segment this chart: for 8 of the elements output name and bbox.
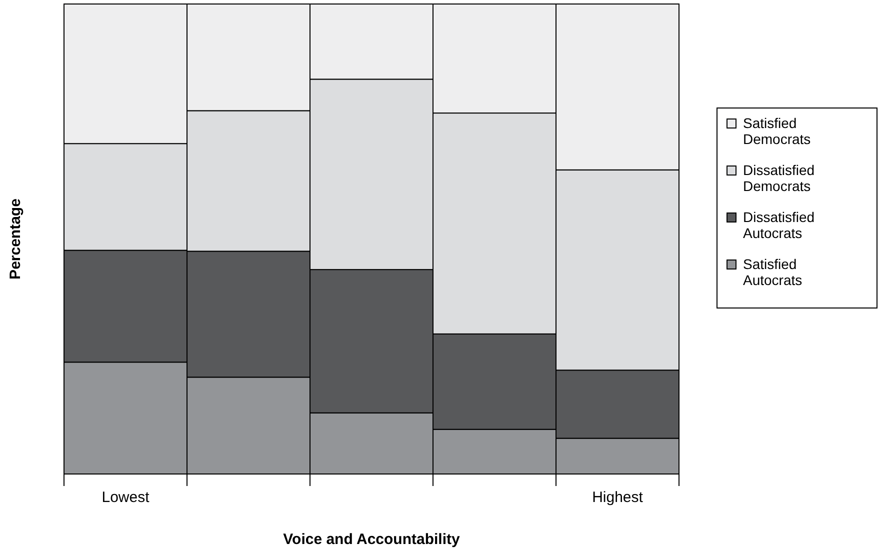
x-tick-label: Lowest	[102, 489, 150, 506]
legend-label: Dissatisfied Democrats	[743, 162, 815, 194]
legend-label: Satisfied Autocrats	[743, 256, 802, 288]
legend-label: Dissatisfied Autocrats	[743, 209, 815, 242]
legend-label: Satisfied Democrats	[743, 115, 811, 148]
y-axis-title: Percentage	[7, 198, 24, 280]
x-tick-label: Highest	[592, 489, 644, 506]
x-axis-title: Voice and Accountability	[283, 531, 461, 548]
